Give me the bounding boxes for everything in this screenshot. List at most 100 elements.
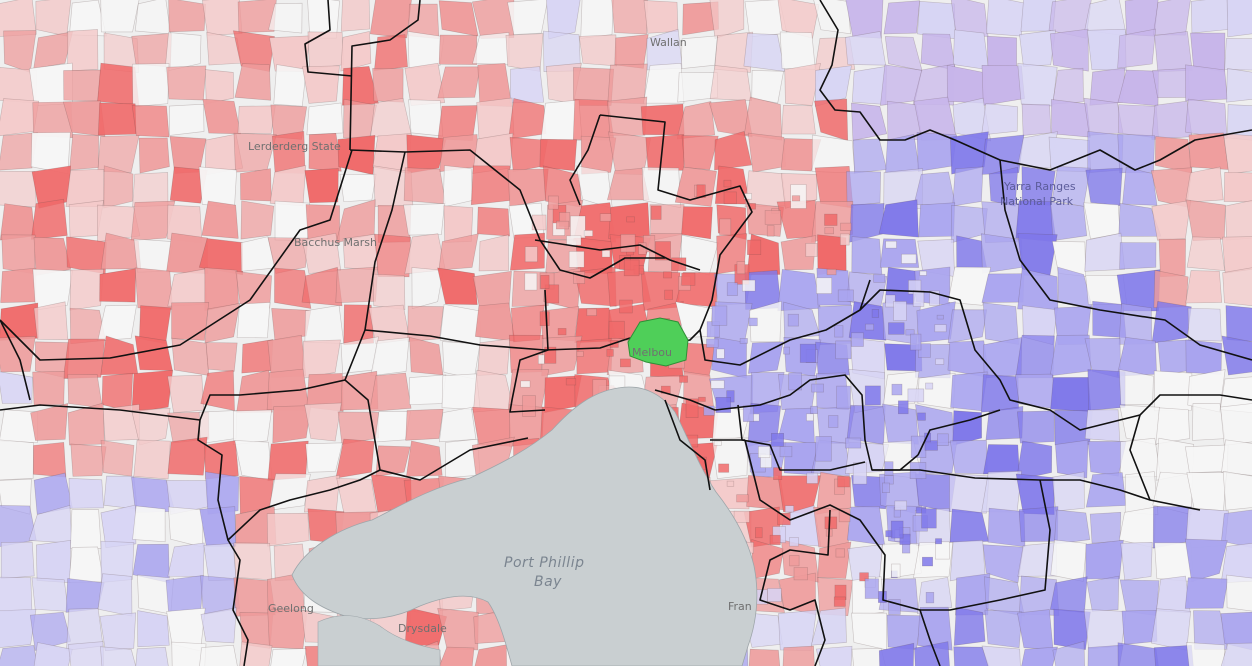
- area-tile[interactable]: [0, 645, 38, 666]
- urban-tile[interactable]: [713, 440, 722, 446]
- area-tile[interactable]: [372, 273, 406, 310]
- area-tile[interactable]: [779, 31, 816, 70]
- urban-tile[interactable]: [606, 349, 614, 357]
- area-tile[interactable]: [438, 34, 478, 65]
- area-tile[interactable]: [201, 0, 243, 36]
- urban-tile[interactable]: [839, 233, 850, 246]
- urban-tile[interactable]: [540, 274, 550, 289]
- area-tile[interactable]: [70, 443, 107, 477]
- area-tile[interactable]: [199, 644, 238, 666]
- area-tile[interactable]: [751, 70, 784, 104]
- area-tile[interactable]: [304, 402, 342, 442]
- urban-tile[interactable]: [805, 243, 818, 257]
- area-tile[interactable]: [168, 506, 204, 548]
- area-tile[interactable]: [946, 64, 988, 104]
- urban-tile[interactable]: [736, 261, 746, 275]
- area-tile[interactable]: [815, 645, 853, 666]
- area-tile[interactable]: [100, 540, 135, 583]
- area-tile[interactable]: [539, 138, 578, 172]
- urban-tile[interactable]: [524, 272, 538, 291]
- area-tile[interactable]: [204, 267, 239, 312]
- area-tile[interactable]: [1221, 236, 1252, 274]
- area-tile[interactable]: [1050, 539, 1087, 582]
- area-tile[interactable]: [404, 62, 446, 106]
- area-tile[interactable]: [33, 642, 73, 666]
- area-tile[interactable]: [237, 105, 276, 134]
- area-tile[interactable]: [0, 267, 37, 303]
- area-tile[interactable]: [1049, 334, 1092, 377]
- area-tile[interactable]: [681, 206, 713, 240]
- urban-tile[interactable]: [789, 537, 799, 547]
- area-tile[interactable]: [302, 339, 341, 379]
- area-tile[interactable]: [0, 302, 39, 341]
- area-tile[interactable]: [406, 134, 447, 174]
- area-tile[interactable]: [1220, 611, 1252, 651]
- area-tile[interactable]: [68, 546, 105, 583]
- area-tile[interactable]: [947, 266, 992, 306]
- urban-tile[interactable]: [723, 179, 732, 188]
- area-tile[interactable]: [268, 2, 303, 34]
- urban-tile[interactable]: [791, 195, 801, 202]
- area-tile[interactable]: [1223, 171, 1252, 203]
- area-tile[interactable]: [133, 439, 171, 480]
- area-tile[interactable]: [132, 63, 170, 108]
- area-tile[interactable]: [1151, 200, 1192, 241]
- urban-tile[interactable]: [901, 253, 917, 264]
- area-tile[interactable]: [1085, 539, 1124, 580]
- area-tile[interactable]: [505, 33, 544, 72]
- urban-tile[interactable]: [835, 548, 846, 558]
- area-tile[interactable]: [983, 337, 1023, 379]
- area-tile[interactable]: [1190, 0, 1229, 34]
- area-tile[interactable]: [1048, 136, 1091, 173]
- urban-tile[interactable]: [925, 382, 934, 390]
- urban-tile[interactable]: [570, 215, 586, 239]
- area-tile[interactable]: [986, 0, 1025, 37]
- area-tile[interactable]: [953, 606, 986, 646]
- area-tile[interactable]: [846, 505, 886, 546]
- area-tile[interactable]: [335, 438, 375, 479]
- area-tile[interactable]: [167, 542, 205, 577]
- area-tile[interactable]: [0, 170, 37, 208]
- area-tile[interactable]: [437, 608, 479, 651]
- area-tile[interactable]: [369, 0, 412, 39]
- area-tile[interactable]: [70, 509, 102, 549]
- area-tile[interactable]: [1050, 201, 1088, 241]
- area-tile[interactable]: [437, 267, 478, 305]
- area-tile[interactable]: [1224, 200, 1252, 241]
- area-tile[interactable]: [1016, 440, 1053, 481]
- area-tile[interactable]: [1053, 608, 1091, 650]
- area-tile[interactable]: [851, 612, 887, 651]
- area-tile[interactable]: [472, 32, 510, 65]
- urban-tile[interactable]: [810, 405, 818, 415]
- area-tile[interactable]: [403, 203, 445, 236]
- area-tile[interactable]: [236, 369, 273, 413]
- area-tile[interactable]: [1152, 67, 1190, 98]
- area-tile[interactable]: [33, 31, 73, 69]
- area-tile[interactable]: [477, 338, 511, 376]
- area-tile[interactable]: [1224, 38, 1252, 71]
- area-tile[interactable]: [171, 641, 207, 666]
- area-tile[interactable]: [1155, 407, 1190, 445]
- area-tile[interactable]: [1053, 509, 1091, 545]
- urban-tile[interactable]: [718, 463, 730, 473]
- area-tile[interactable]: [1119, 404, 1160, 446]
- area-tile[interactable]: [375, 445, 411, 477]
- area-tile[interactable]: [1017, 131, 1058, 169]
- area-tile[interactable]: [100, 439, 135, 477]
- urban-tile[interactable]: [934, 324, 947, 333]
- area-tile[interactable]: [714, 31, 754, 73]
- area-tile[interactable]: [1222, 470, 1252, 511]
- area-tile[interactable]: [274, 200, 310, 241]
- area-tile[interactable]: [335, 199, 376, 244]
- area-tile[interactable]: [167, 436, 208, 476]
- area-tile[interactable]: [407, 305, 444, 342]
- urban-tile[interactable]: [815, 436, 832, 462]
- urban-tile[interactable]: [934, 541, 950, 560]
- urban-tile[interactable]: [824, 227, 834, 235]
- urban-tile[interactable]: [894, 500, 907, 511]
- area-tile[interactable]: [986, 35, 1017, 68]
- area-tile[interactable]: [137, 610, 170, 648]
- urban-tile[interactable]: [623, 259, 640, 277]
- urban-tile[interactable]: [871, 309, 879, 318]
- area-tile[interactable]: [406, 440, 443, 477]
